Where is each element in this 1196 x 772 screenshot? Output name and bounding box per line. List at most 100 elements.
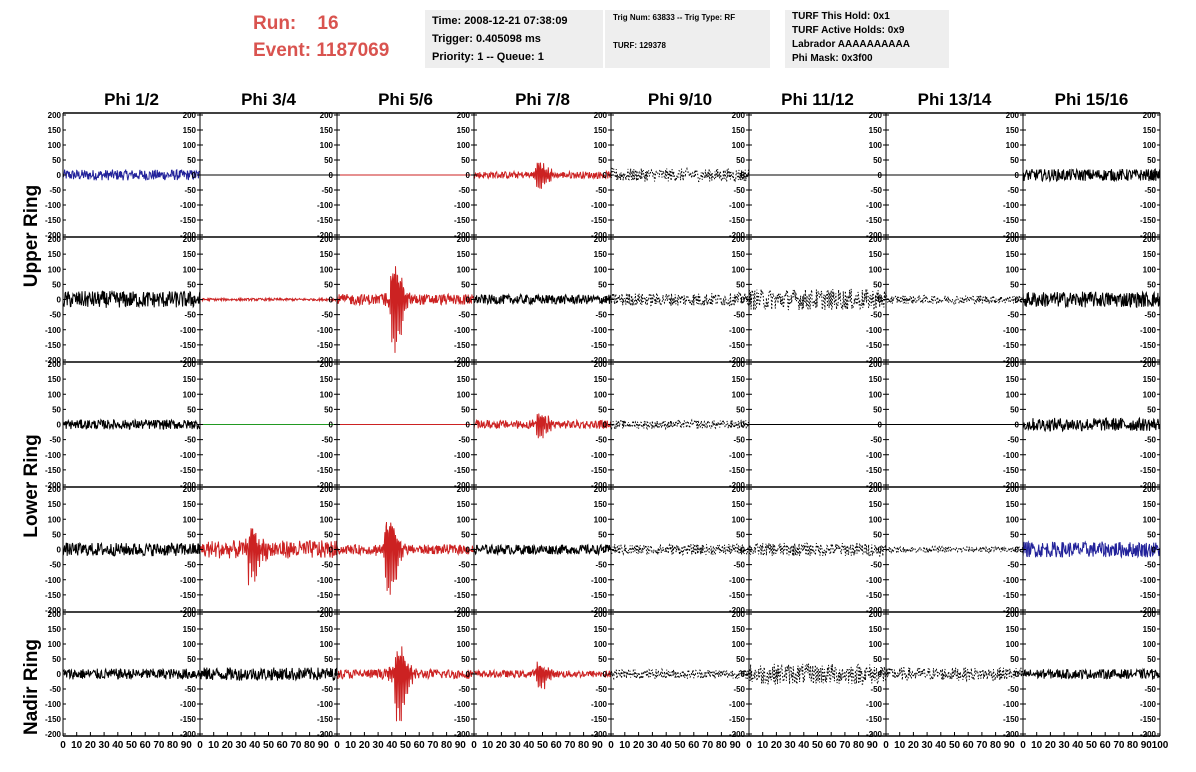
y-tick-label: 150 [457, 250, 471, 259]
y-tick-label: 150 [594, 500, 608, 509]
y-tick-label: -100 [180, 451, 197, 460]
y-tick-label: -100 [591, 576, 608, 585]
x-tick-label: 10 [71, 740, 83, 751]
y-tick-label: 100 [457, 390, 471, 399]
y-tick-label: -50 [321, 186, 333, 195]
y-tick-label: 200 [48, 360, 62, 369]
y-tick-label: -200 [729, 606, 746, 615]
y-tick-label: 200 [1006, 485, 1020, 494]
y-tick-label: -150 [591, 591, 608, 600]
column-label: Phi 1/2 [104, 90, 159, 109]
y-tick-label: -100 [45, 201, 62, 210]
y-tick-label: 150 [1006, 500, 1020, 509]
y-tick-label: -100 [866, 576, 883, 585]
y-tick-label: 150 [1006, 375, 1020, 384]
x-tick-label: 10 [757, 740, 769, 751]
y-tick-label: 100 [1143, 515, 1157, 524]
y-tick-label: 200 [320, 610, 334, 619]
y-tick-label: 50 [873, 156, 882, 165]
y-tick-label: 200 [183, 235, 197, 244]
y-tick-label: 200 [1006, 111, 1020, 120]
x-tick-label: 60 [277, 740, 289, 751]
waveform-trace [336, 521, 475, 595]
y-tick-label: 0 [192, 546, 197, 555]
y-tick-label: -100 [1140, 326, 1157, 335]
y-tick-label: 50 [324, 280, 333, 289]
y-tick-label: 200 [48, 610, 62, 619]
y-tick-label: -50 [1144, 685, 1156, 694]
y-tick-label: -50 [1007, 561, 1019, 570]
y-tick-label: -150 [866, 341, 883, 350]
y-tick-label: -50 [1007, 186, 1019, 195]
waveform-trace [199, 296, 338, 303]
y-tick-label: -150 [1003, 466, 1020, 475]
x-tick-label: 90 [318, 740, 330, 751]
waveform-trace [473, 413, 612, 439]
y-tick-label: 0 [329, 296, 334, 305]
column-label: Phi 11/12 [781, 90, 854, 109]
y-tick-label: 150 [594, 625, 608, 634]
turf-active-text: TURF Active Holds: 0x9 [792, 25, 905, 36]
x-tick-label: 20 [85, 740, 97, 751]
y-tick-label: -150 [45, 715, 62, 724]
x-tick-label: 60 [826, 740, 838, 751]
y-tick-label: 100 [732, 265, 746, 274]
y-tick-label: 0 [1015, 296, 1020, 305]
y-tick-label: 0 [741, 296, 746, 305]
y-tick-label: -50 [184, 436, 196, 445]
y-tick-label: 200 [457, 111, 471, 120]
y-tick-label: 150 [457, 500, 471, 509]
phi-mask-text: Phi Mask: 0x3f00 [792, 53, 873, 64]
y-tick-label: 0 [466, 546, 471, 555]
y-tick-label: -50 [458, 436, 470, 445]
y-tick-label: 100 [594, 640, 608, 649]
row-label: Nadir Ring [21, 639, 42, 735]
x-tick-label: 10 [208, 740, 220, 751]
y-tick-label: 0 [603, 670, 608, 679]
y-tick-label: 150 [48, 625, 62, 634]
y-tick-label: -200 [591, 730, 608, 739]
x-tick-label: 60 [688, 740, 700, 751]
y-tick-label: -50 [184, 685, 196, 694]
y-tick-label: -100 [180, 700, 197, 709]
y-tick-label: -150 [454, 466, 471, 475]
y-tick-label: 50 [324, 655, 333, 664]
y-tick-label: 100 [320, 515, 334, 524]
y-tick-label: 200 [183, 485, 197, 494]
x-tick-label: 10 [482, 740, 494, 751]
y-tick-label: 150 [1143, 500, 1157, 509]
x-tick-label: 30 [785, 740, 797, 751]
y-tick-label: 50 [187, 405, 196, 414]
y-tick-label: 0 [1015, 421, 1020, 430]
y-tick-label: -100 [1003, 576, 1020, 585]
y-tick-label: 150 [320, 375, 334, 384]
x-tick-label: 70 [976, 740, 988, 751]
y-tick-label: 200 [320, 485, 334, 494]
run-row: Run: 16 [253, 10, 389, 37]
y-tick-label: -150 [1003, 216, 1020, 225]
y-tick-label: 100 [183, 640, 197, 649]
x-tick-label: 70 [1113, 740, 1125, 751]
y-tick-label: -150 [317, 715, 334, 724]
y-tick-label: 150 [1006, 250, 1020, 259]
y-tick-label: 0 [466, 296, 471, 305]
y-tick-label: -100 [317, 201, 334, 210]
y-tick-label: 0 [1015, 171, 1020, 180]
y-tick-label: -50 [733, 311, 745, 320]
y-tick-label: -50 [1144, 311, 1156, 320]
row-label: Lower Ring [21, 434, 42, 537]
y-tick-label: 200 [48, 235, 62, 244]
y-tick-label: 0 [603, 421, 608, 430]
y-tick-label: 0 [192, 171, 197, 180]
y-tick-label: -150 [591, 216, 608, 225]
y-tick-label: 200 [1143, 360, 1157, 369]
column-label: Phi 15/16 [1055, 90, 1129, 109]
y-tick-label: 200 [869, 610, 883, 619]
y-tick-label: -100 [180, 201, 197, 210]
x-tick-label: 50 [400, 740, 412, 751]
y-tick-label: 0 [466, 171, 471, 180]
x-tick-label: 100 [1152, 740, 1169, 751]
x-tick-label: 70 [839, 740, 851, 751]
y-tick-label: -100 [591, 201, 608, 210]
x-tick-label: 10 [894, 740, 906, 751]
